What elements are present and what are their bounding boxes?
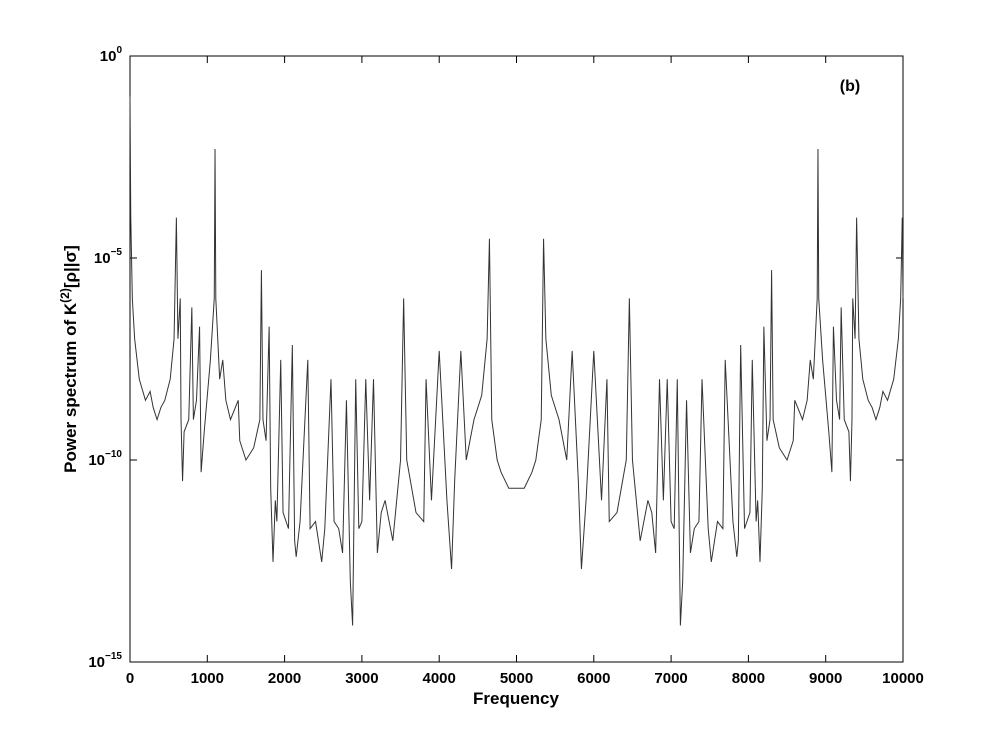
y-tick-exponent: −5	[111, 247, 123, 258]
y-tick-label: 10−10	[88, 449, 122, 469]
y-axis-label: Power spectrum of K(2)[ρ||σ]	[58, 245, 80, 473]
x-tick-label: 0	[126, 670, 134, 687]
x-tick-label: 6000	[577, 670, 610, 687]
annotation: (b)	[840, 78, 860, 95]
x-tick-label: 8000	[732, 670, 765, 687]
x-tick-label: 7000	[654, 670, 687, 687]
y-tick-label: 10−15	[88, 651, 122, 671]
y-tick-base: 10	[100, 48, 117, 65]
x-tick-label: 5000	[500, 670, 533, 687]
y-tick-exponent: −10	[105, 449, 122, 460]
x-axis-label: Frequency	[473, 689, 560, 708]
y-tick-base: 10	[88, 654, 105, 671]
x-tick-label: 3000	[345, 670, 378, 687]
x-tick-label: 4000	[423, 670, 456, 687]
plot-frame	[129, 55, 904, 663]
x-tick-label: 1000	[191, 670, 224, 687]
y-tick-base: 10	[88, 452, 105, 469]
y-axis-label-sup: (2)	[58, 288, 72, 303]
spectrum-line	[129, 96, 904, 626]
x-tick-label: 10000	[882, 670, 924, 687]
x-tick-label: 9000	[809, 670, 842, 687]
y-tick-label: 10−5	[94, 247, 123, 267]
x-tick-label: 2000	[268, 670, 301, 687]
y-tick-exponent: −15	[105, 651, 122, 662]
y-tick-base: 10	[94, 250, 111, 267]
y-axis-label-part: [ρ||σ]	[61, 245, 80, 288]
y-tick-label: 100	[100, 45, 123, 65]
y-axis-label-part: Power spectrum of K	[61, 302, 80, 473]
y-tick-exponent: 0	[116, 45, 122, 56]
